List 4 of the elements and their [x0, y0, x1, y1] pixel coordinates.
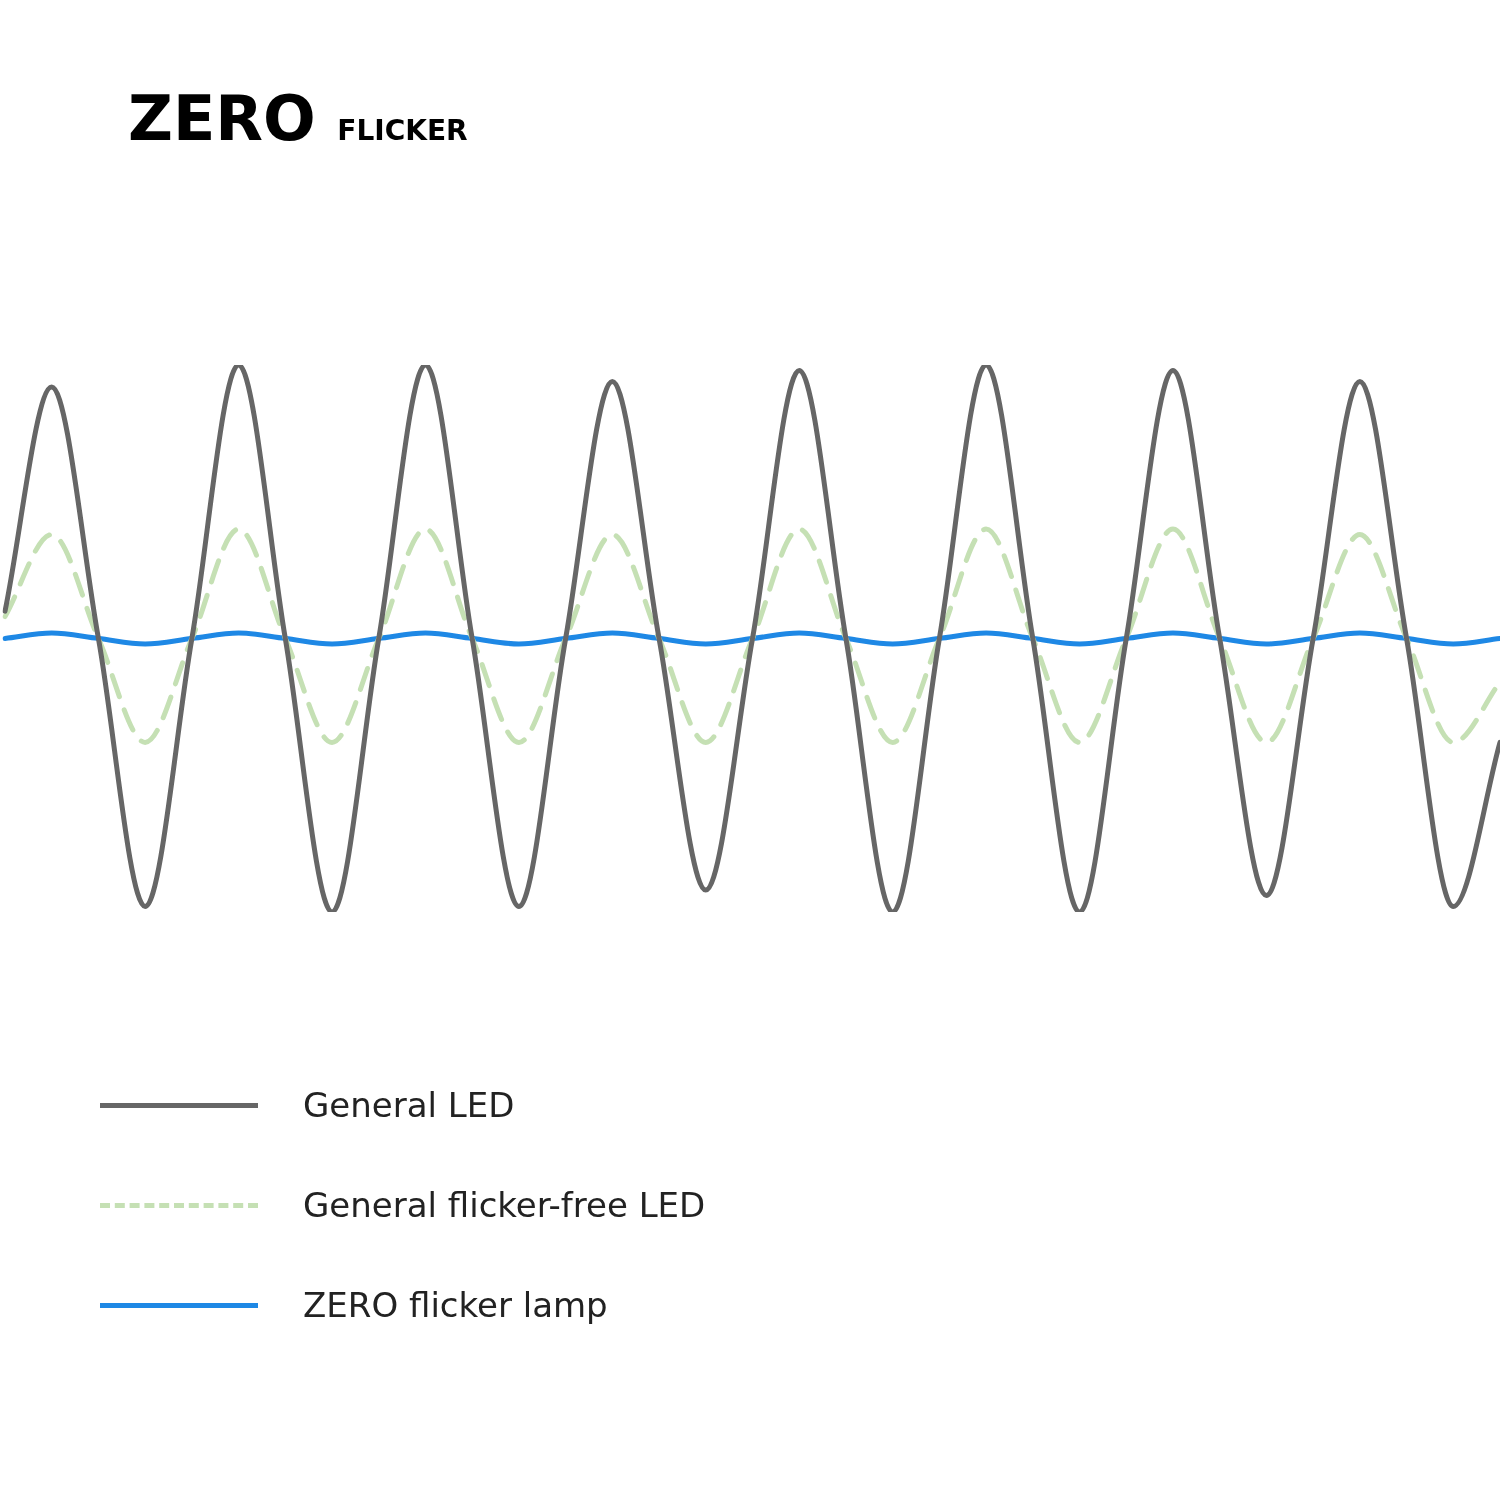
chart-title: ZERO FLICKER — [128, 82, 468, 155]
legend-label: General flicker-free LED — [303, 1185, 706, 1225]
legend-label: ZERO flicker lamp — [303, 1285, 608, 1325]
legend-label: General LED — [303, 1085, 515, 1125]
